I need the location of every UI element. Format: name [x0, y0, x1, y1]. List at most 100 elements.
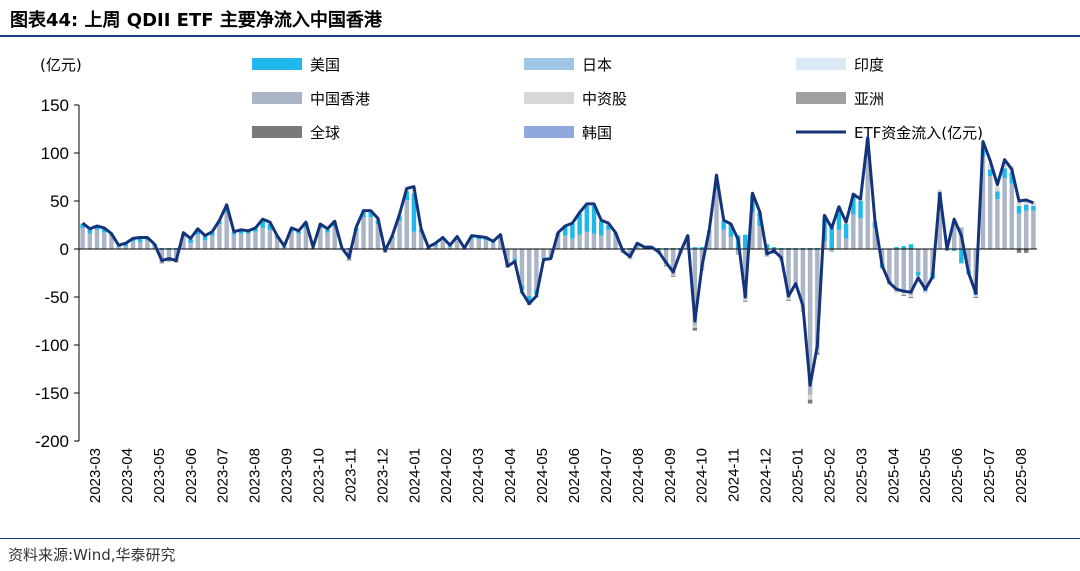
bar-us — [361, 212, 366, 218]
bar-hk — [526, 249, 532, 297]
bar-hk — [361, 217, 366, 249]
x-tick-label: 2024-09 — [662, 448, 679, 503]
bar-cn — [627, 258, 633, 260]
bar-us — [858, 201, 863, 219]
bar-us — [901, 246, 906, 249]
bar-us — [743, 234, 748, 249]
bar-hk — [87, 233, 93, 249]
bar-hk — [274, 238, 280, 249]
bar-hk — [951, 220, 957, 249]
bar-hk — [606, 229, 611, 249]
bar-us — [80, 224, 85, 228]
bar-hk — [1002, 177, 1007, 249]
y-tick-label: 0 — [60, 240, 69, 259]
bar-us — [368, 212, 373, 218]
bar-us — [1016, 205, 1022, 214]
bar-us — [721, 221, 726, 230]
bar-cn — [923, 291, 928, 294]
bar-hk — [793, 249, 798, 286]
bar-hk — [253, 231, 258, 249]
bar-hk — [375, 224, 381, 249]
legend-label: 日本 — [582, 56, 612, 74]
legend-label: 中国香港 — [310, 90, 370, 108]
bar-hk — [750, 212, 755, 249]
bar-us — [771, 247, 777, 249]
bar-us — [1009, 172, 1015, 184]
x-tick-label: 2023-06 — [183, 448, 200, 503]
bar-hk — [865, 156, 870, 249]
legend-swatch — [796, 58, 846, 70]
x-tick-label: 2023-07 — [215, 448, 232, 503]
bar-hk — [1031, 210, 1036, 249]
x-tick-label: 2023-11 — [342, 448, 359, 502]
bar-hk — [555, 236, 561, 249]
bar-us — [246, 231, 251, 234]
bar-hk — [145, 240, 150, 249]
y-tick-label: -100 — [35, 336, 69, 355]
bar-us — [598, 221, 604, 236]
bar-hk — [447, 247, 453, 249]
legend-swatch — [252, 58, 302, 70]
bar-cn — [1023, 201, 1029, 205]
bar-hk — [390, 238, 395, 249]
bar-hk — [354, 230, 359, 249]
x-tick-label: 2025-04 — [885, 448, 902, 503]
x-tick-label: 2025-08 — [1013, 448, 1030, 503]
bar-hk — [296, 233, 301, 249]
bar-hk — [483, 240, 489, 249]
bar-hk — [318, 227, 323, 249]
bar-us — [526, 296, 532, 302]
x-tick-label: 2024-12 — [758, 448, 775, 503]
footer-rule — [0, 538, 1080, 539]
bar-hk — [548, 249, 554, 257]
legend-swatch — [524, 92, 574, 104]
bar-cn — [1016, 201, 1022, 206]
bar-hk — [303, 227, 309, 249]
bar-global — [743, 300, 748, 302]
bar-hk — [109, 235, 114, 249]
bar-hk — [692, 249, 698, 326]
bar-us — [238, 230, 244, 234]
bar-hk — [130, 241, 136, 249]
bar-hk — [195, 234, 201, 249]
legend-label: ETF资金流入(亿元) — [854, 124, 983, 142]
bar-hk — [966, 249, 971, 272]
bar-global — [807, 399, 813, 404]
bar-hk — [217, 224, 222, 249]
bar-us — [253, 228, 258, 232]
bar-cn — [807, 394, 813, 400]
bar-hk — [404, 200, 409, 249]
x-tick-label: 2023-10 — [311, 448, 328, 503]
bar-global — [908, 297, 914, 298]
bar-cn — [735, 234, 741, 236]
bar-us — [137, 238, 143, 243]
bar-global — [692, 327, 698, 331]
legend-label: 印度 — [854, 56, 884, 74]
bar-hk — [231, 234, 237, 249]
bar-hk — [289, 231, 294, 249]
bar-hk — [411, 231, 417, 249]
bar-hk — [757, 225, 762, 249]
bar-hk — [454, 239, 460, 249]
bar-hk — [469, 238, 474, 249]
x-tick-label: 2025-07 — [981, 448, 998, 503]
bar-global — [1023, 249, 1029, 253]
x-tick-label: 2023-08 — [247, 448, 264, 503]
bar-hk — [260, 227, 265, 249]
bar-global — [159, 262, 165, 264]
bar-hk — [786, 249, 791, 298]
x-tick-label: 2023-04 — [119, 448, 136, 503]
bar-hk — [1009, 183, 1015, 249]
x-tick-label: 2023-09 — [279, 448, 296, 503]
bar-us — [995, 191, 1000, 200]
bar-cn — [995, 186, 1000, 192]
bar-hk — [800, 249, 806, 309]
legend-label: 美国 — [310, 56, 340, 74]
bar-hk — [743, 249, 748, 299]
bar-hk — [613, 235, 618, 249]
bar-us — [577, 213, 582, 235]
bar-cn — [908, 295, 914, 297]
bar-hk — [923, 249, 928, 288]
source-note: 资料来源:Wind,华泰研究 — [8, 546, 176, 564]
